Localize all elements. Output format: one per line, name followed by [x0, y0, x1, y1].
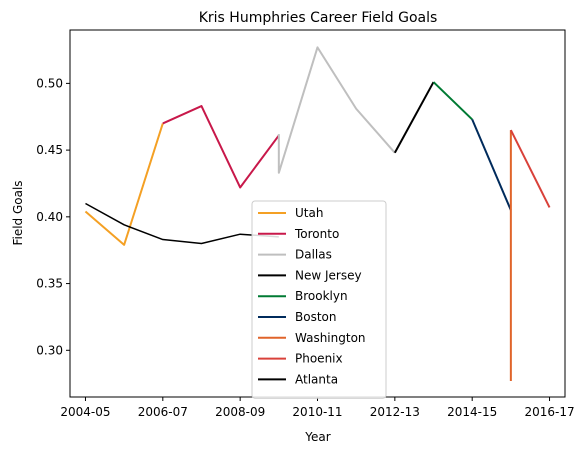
- series-line-dallas: [277, 46, 396, 174]
- series-line-toronto: [162, 105, 280, 189]
- y-tick-label: 0.45: [36, 143, 63, 157]
- legend: Utah Toronto Dallas New Jersey Brooklyn Bosto…: [251, 200, 387, 399]
- y-axis-label: Field Goals: [11, 180, 25, 245]
- series-line-boston: [471, 119, 512, 211]
- x-tick-label: 2004-05: [60, 405, 110, 419]
- series-line-brooklyn: [432, 81, 473, 121]
- x-axis: 2004-05 2006-07 2008-09 2010-11 2012-13 2014-…: [60, 397, 575, 419]
- legend-label-new-jersey: New Jersey: [295, 268, 362, 282]
- legend-label-phoenix: Phoenix: [295, 352, 343, 366]
- x-tick-label: 2010-11: [292, 405, 342, 419]
- legend-label-brooklyn: Brooklyn: [295, 289, 348, 303]
- series-line-atlanta: [85, 202, 279, 245]
- y-tick-label: 0.30: [36, 343, 63, 357]
- series-line-utah: [84, 123, 164, 246]
- chart-title: Kris Humphries Career Field Goals: [199, 10, 438, 26]
- legend-label-atlanta: Atlanta: [295, 372, 338, 386]
- x-tick-label: 2006-07: [138, 405, 188, 419]
- series-line-new-jersey: [393, 81, 435, 154]
- legend-label-washington: Washington: [295, 331, 366, 345]
- y-tick-label: 0.50: [36, 76, 63, 90]
- x-tick-label: 2014-15: [447, 405, 497, 419]
- legend-label-toronto: Toronto: [294, 227, 339, 241]
- series-line-phoenix: [509, 129, 551, 208]
- legend-box: [251, 200, 387, 399]
- y-tick-label: 0.40: [36, 210, 63, 224]
- legend-label-boston: Boston: [295, 310, 336, 324]
- x-tick-label: 2012-13: [370, 405, 420, 419]
- series-layer: [84, 46, 551, 381]
- y-axis: 0.30 0.35 0.40 0.45 0.50: [36, 76, 70, 357]
- legend-label-dallas: Dallas: [295, 248, 332, 262]
- x-axis-label: Year: [304, 430, 330, 444]
- y-tick-label: 0.35: [36, 277, 63, 291]
- x-tick-label: 2008-09: [215, 405, 265, 419]
- legend-label-utah: Utah: [295, 206, 323, 220]
- x-tick-label: 2016-17: [524, 405, 574, 419]
